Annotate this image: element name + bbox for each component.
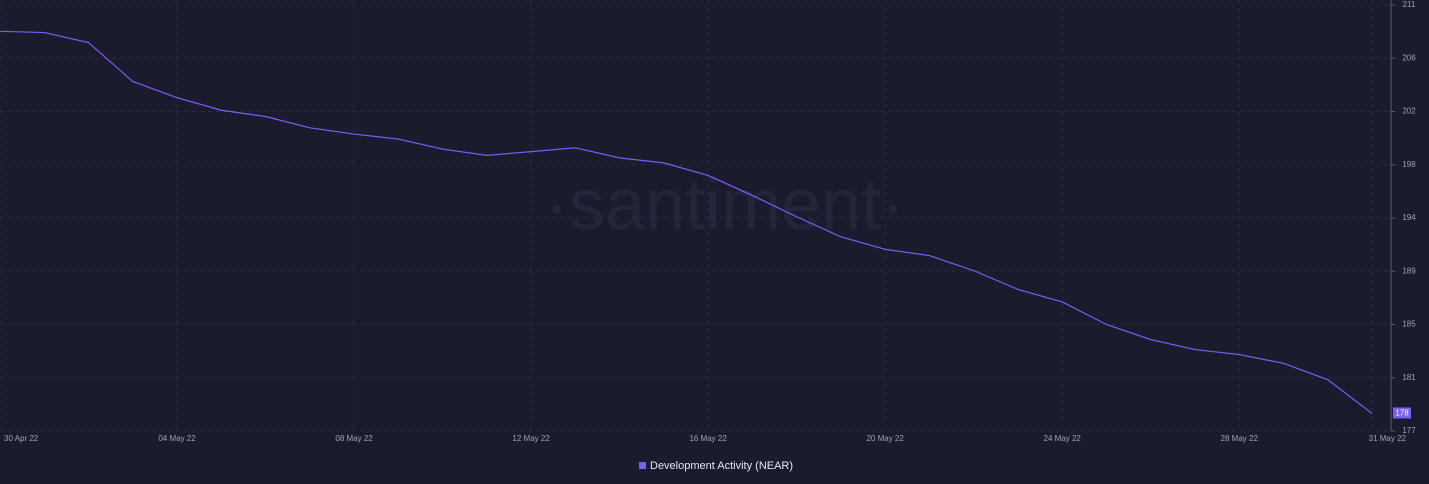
y-tick-label: 181 xyxy=(1402,373,1416,382)
x-tick-label: 04 May 22 xyxy=(158,434,196,443)
x-tick-label: 28 May 22 xyxy=(1221,434,1259,443)
x-tick-label: 08 May 22 xyxy=(335,434,373,443)
x-tick-label: 20 May 22 xyxy=(866,434,904,443)
y-tick-label: 202 xyxy=(1402,107,1416,116)
x-tick-label: 30 Apr 22 xyxy=(4,434,39,443)
legend-label: Development Activity (NEAR) xyxy=(650,460,793,472)
line xyxy=(0,30,1373,414)
y-tick-label: 194 xyxy=(1402,213,1416,222)
y-tick-label: 185 xyxy=(1402,320,1416,329)
y-tick-label: 189 xyxy=(1402,266,1416,275)
legend-swatch xyxy=(639,462,646,469)
x-tick-label: 31 May 22 xyxy=(1369,434,1407,443)
value-badge xyxy=(1393,407,1411,419)
x-tick-label: 16 May 22 xyxy=(689,434,727,443)
y-tick-label: 198 xyxy=(1402,160,1416,169)
watermark: ·santiment· xyxy=(545,165,905,245)
x-tick-label: 12 May 22 xyxy=(512,434,550,443)
x-tick-label: 24 May 22 xyxy=(1044,434,1082,443)
y-tick-label: 206 xyxy=(1402,53,1416,62)
value-label: 178 xyxy=(1395,409,1409,418)
y-tick-label: 211 xyxy=(1403,0,1416,9)
y-tick-label: 177 xyxy=(1402,426,1416,435)
